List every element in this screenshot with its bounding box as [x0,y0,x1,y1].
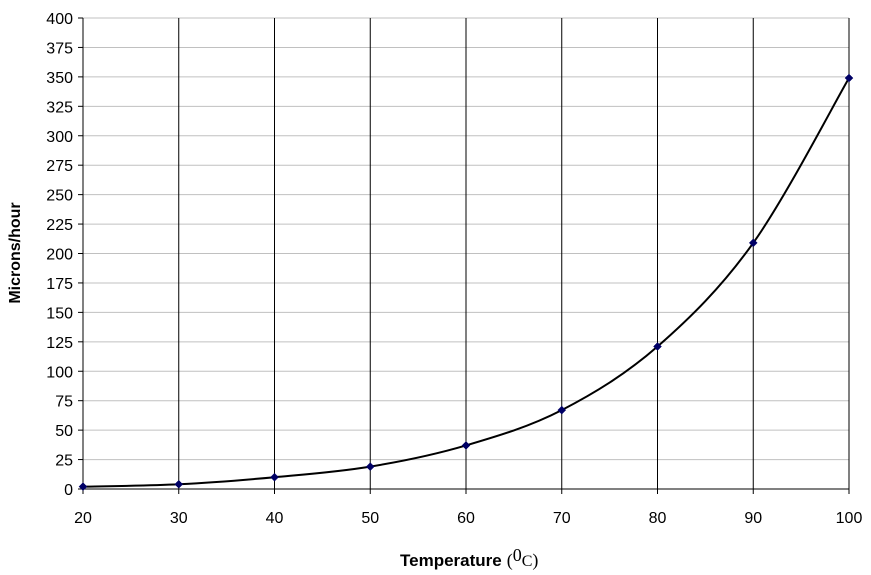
y-tick-label: 300 [46,129,73,146]
series-group [78,73,854,491]
x-tick-label: 20 [74,510,92,527]
x-tick-labels: 20 30 40 50 60 70 80 90 100 [74,510,862,527]
x-axis-unit-letter: C [522,553,533,570]
y-tick-labels: 0 25 50 75 100 125 150 175 200 225 250 275 300 325 350… [46,11,73,499]
y-tick-label: 275 [46,158,73,175]
y-tick-label: 125 [46,335,73,352]
x-axis-label-text: Temperature [400,551,502,570]
y-tick-label: 350 [46,70,73,87]
x-axis-unit-open: ( [507,550,513,571]
x-tick-label: 60 [457,510,475,527]
y-axis-label: Microns/hour [7,202,24,303]
x-tick-label: 30 [170,510,188,527]
x-tick-label: 50 [361,510,379,527]
data-point [78,482,88,491]
y-tick-label: 25 [55,453,73,470]
data-point [748,238,758,248]
data-point [461,441,471,450]
y-tick-label: 250 [46,188,73,205]
vertical-gridlines [178,18,850,489]
y-tick-label: 75 [55,394,73,411]
series-line [82,77,850,488]
x-axis-unit-superscript: 0 [513,545,522,565]
x-tick-label: 100 [836,510,863,527]
x-tick-label: 40 [266,510,284,527]
x-axis-label: Temperature (0C) [400,545,538,571]
y-tick-label: 150 [46,305,73,322]
data-point [270,472,279,482]
y-tick-label: 225 [46,217,73,234]
data-point [653,342,662,351]
x-tick-label: 90 [744,510,762,527]
x-axis-unit-close: ) [532,550,538,571]
x-tick-label: 70 [553,510,571,527]
data-point [844,73,854,83]
axes [78,17,850,494]
y-tick-label: 325 [46,99,73,116]
y-tick-label: 400 [46,11,73,28]
y-tick-label: 50 [55,423,73,440]
y-tick-label: 0 [64,482,73,499]
data-point [174,479,184,489]
data-point [557,405,567,415]
y-tick-label: 100 [46,364,73,381]
x-tick-label: 80 [649,510,667,527]
y-tick-label: 200 [46,247,73,264]
y-tick-label: 175 [46,276,73,293]
data-point [365,462,375,471]
y-tick-label: 375 [46,40,73,57]
